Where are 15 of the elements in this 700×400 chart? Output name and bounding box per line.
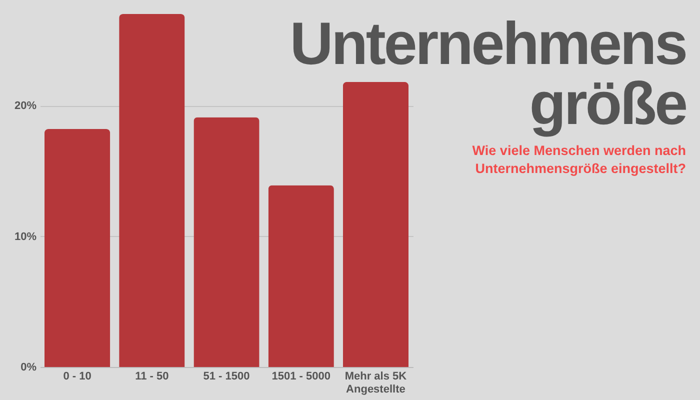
x-tick-label: 1501 - 5000 [272, 370, 330, 382]
x-tick-label: Mehr als 5K Angestellte [344, 370, 407, 396]
y-tick-label: 0% [20, 362, 37, 374]
x-tick-label: 11 - 50 [135, 370, 169, 382]
x-tick-label: 51 - 1500 [203, 370, 250, 382]
bar [119, 14, 185, 367]
text: Wie viele Menschen werden nach Unternehmensgröße eingestellt? [472, 142, 686, 178]
x-tick-label: 0 - 10 [63, 370, 92, 382]
y-tick-label: 20% [14, 100, 37, 112]
chart-title: Unternehmens größe [290, 10, 686, 137]
y-tick-label: 10% [14, 230, 37, 243]
bar [44, 129, 110, 367]
bar [194, 117, 260, 367]
bar [342, 82, 409, 367]
bar [268, 185, 334, 367]
